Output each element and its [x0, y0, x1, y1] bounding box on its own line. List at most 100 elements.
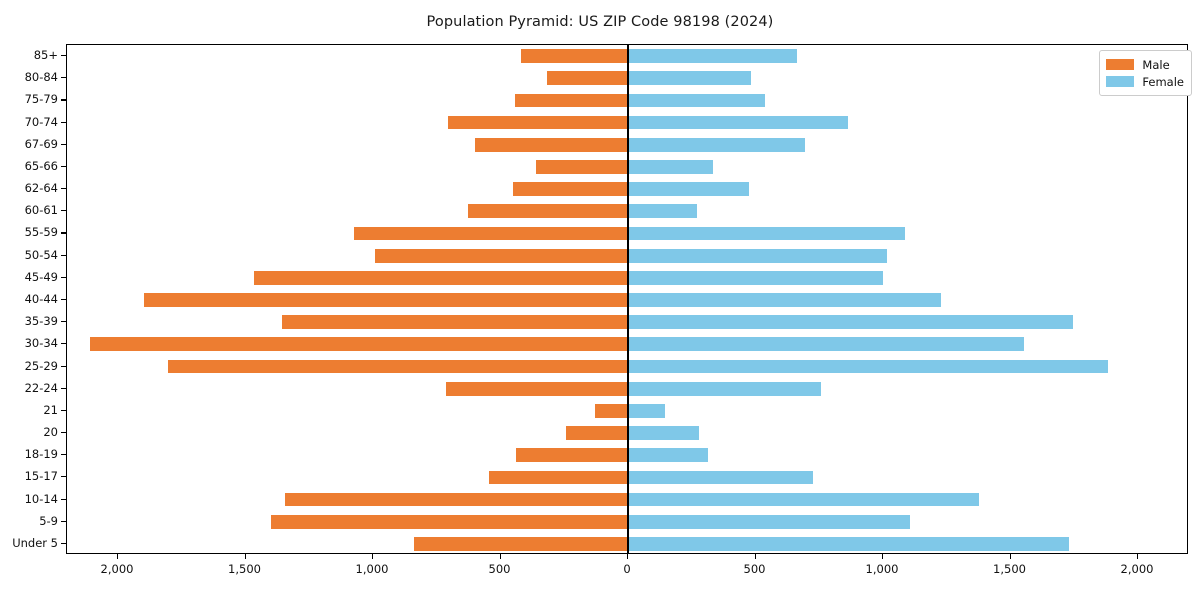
bar-female: [628, 403, 665, 418]
bar-male: [595, 403, 628, 418]
chart-legend: Male Female: [1099, 50, 1192, 96]
x-tick-mark: [499, 554, 501, 559]
bar-row: [67, 71, 1187, 86]
legend-swatch-icon: [1106, 59, 1135, 70]
y-tick-label: 20: [43, 425, 58, 440]
y-tick-label: 45-49: [24, 269, 58, 284]
x-tick-mark: [1137, 554, 1139, 559]
y-tick-label: 40-44: [24, 292, 58, 306]
x-tick-mark: [882, 554, 884, 559]
y-tick-label: 21: [43, 402, 58, 417]
bar-female: [628, 514, 911, 529]
bar-male: [353, 226, 628, 241]
bar-female: [628, 49, 797, 63]
bar-male: [284, 492, 628, 507]
bar-female: [628, 359, 1109, 374]
bar-row: [67, 337, 1187, 352]
bar-female: [628, 315, 1073, 330]
y-tick-label: 67-69: [24, 136, 58, 151]
bar-row: [67, 315, 1187, 330]
bar-male: [475, 137, 628, 152]
x-tick-mark: [244, 554, 246, 559]
y-tick-label: 75-79: [24, 92, 58, 107]
y-tick-label: 18-19: [24, 447, 58, 462]
y-tick-label: 10-14: [24, 491, 58, 506]
legend-item[interactable]: Male: [1106, 56, 1184, 73]
bar-row: [67, 426, 1187, 440]
bar-row: [67, 93, 1187, 108]
y-tick-label: 85+: [33, 48, 58, 63]
y-tick-label: 15-17: [24, 469, 58, 484]
bar-female: [628, 248, 888, 263]
bar-row: [67, 359, 1187, 374]
bar-male: [536, 160, 628, 174]
bar-male: [566, 426, 628, 440]
bar-female: [628, 137, 805, 152]
bar-row: [67, 226, 1187, 241]
x-tick-mark: [627, 554, 629, 559]
bar-row: [67, 248, 1187, 263]
legend-label: Female: [1142, 74, 1184, 89]
bar-row: [67, 537, 1187, 551]
bar-male: [468, 204, 628, 219]
bar-male: [547, 71, 628, 86]
bar-female: [628, 93, 765, 108]
bar-female: [628, 426, 699, 440]
y-tick-label: 62-64: [24, 181, 58, 196]
x-tick-mark: [117, 554, 119, 559]
bar-female: [628, 71, 751, 86]
zero-axis-line: [627, 45, 629, 553]
x-tick-mark: [372, 554, 374, 559]
x-tick-label: 500: [743, 562, 766, 576]
bar-female: [628, 182, 749, 196]
y-tick-label: Under 5: [12, 535, 58, 550]
bar-male: [253, 270, 628, 285]
bar-male: [270, 514, 628, 529]
bar-row: [67, 204, 1187, 219]
bar-male: [413, 537, 628, 551]
bar-row: [67, 49, 1187, 63]
bar-row: [67, 160, 1187, 174]
y-tick-label: 5-9: [39, 513, 58, 528]
bar-row: [67, 514, 1187, 529]
bar-male: [167, 359, 628, 374]
bar-female: [628, 470, 814, 485]
plot-area: [66, 44, 1188, 554]
x-tick-label: 500: [488, 562, 511, 576]
bar-row: [67, 293, 1187, 307]
legend-swatch-icon: [1106, 76, 1135, 87]
x-tick-label: 2,000: [100, 562, 134, 576]
bar-row: [67, 115, 1187, 130]
x-tick-mark: [754, 554, 756, 559]
bar-female: [628, 270, 883, 285]
chart-title: Population Pyramid: US ZIP Code 98198 (2…: [426, 14, 774, 30]
bar-female: [628, 115, 848, 130]
bar-male: [445, 381, 628, 396]
bar-female: [628, 204, 697, 219]
bar-male: [144, 293, 628, 307]
bar-male: [89, 337, 628, 352]
bar-male: [489, 470, 628, 485]
bar-female: [628, 492, 980, 507]
x-tick-label: 2,000: [1120, 562, 1154, 576]
bar-row: [67, 492, 1187, 507]
bar-row: [67, 448, 1187, 463]
bar-female: [628, 160, 713, 174]
bar-female: [628, 381, 822, 396]
bar-male: [515, 93, 628, 108]
bar-row: [67, 470, 1187, 485]
bar-female: [628, 293, 942, 307]
bar-row: [67, 381, 1187, 396]
x-tick-mark: [1009, 554, 1011, 559]
y-tick-label: 65-66: [24, 158, 58, 173]
bar-male: [448, 115, 628, 130]
y-tick-label: 55-59: [24, 225, 58, 240]
legend-item[interactable]: Female: [1106, 73, 1184, 90]
y-tick-label: 50-54: [24, 247, 58, 262]
bar-female: [628, 226, 905, 241]
y-tick-label: 70-74: [24, 114, 58, 129]
bar-male: [374, 248, 628, 263]
bar-male: [516, 448, 628, 463]
y-tick-label: 80-84: [24, 70, 58, 85]
